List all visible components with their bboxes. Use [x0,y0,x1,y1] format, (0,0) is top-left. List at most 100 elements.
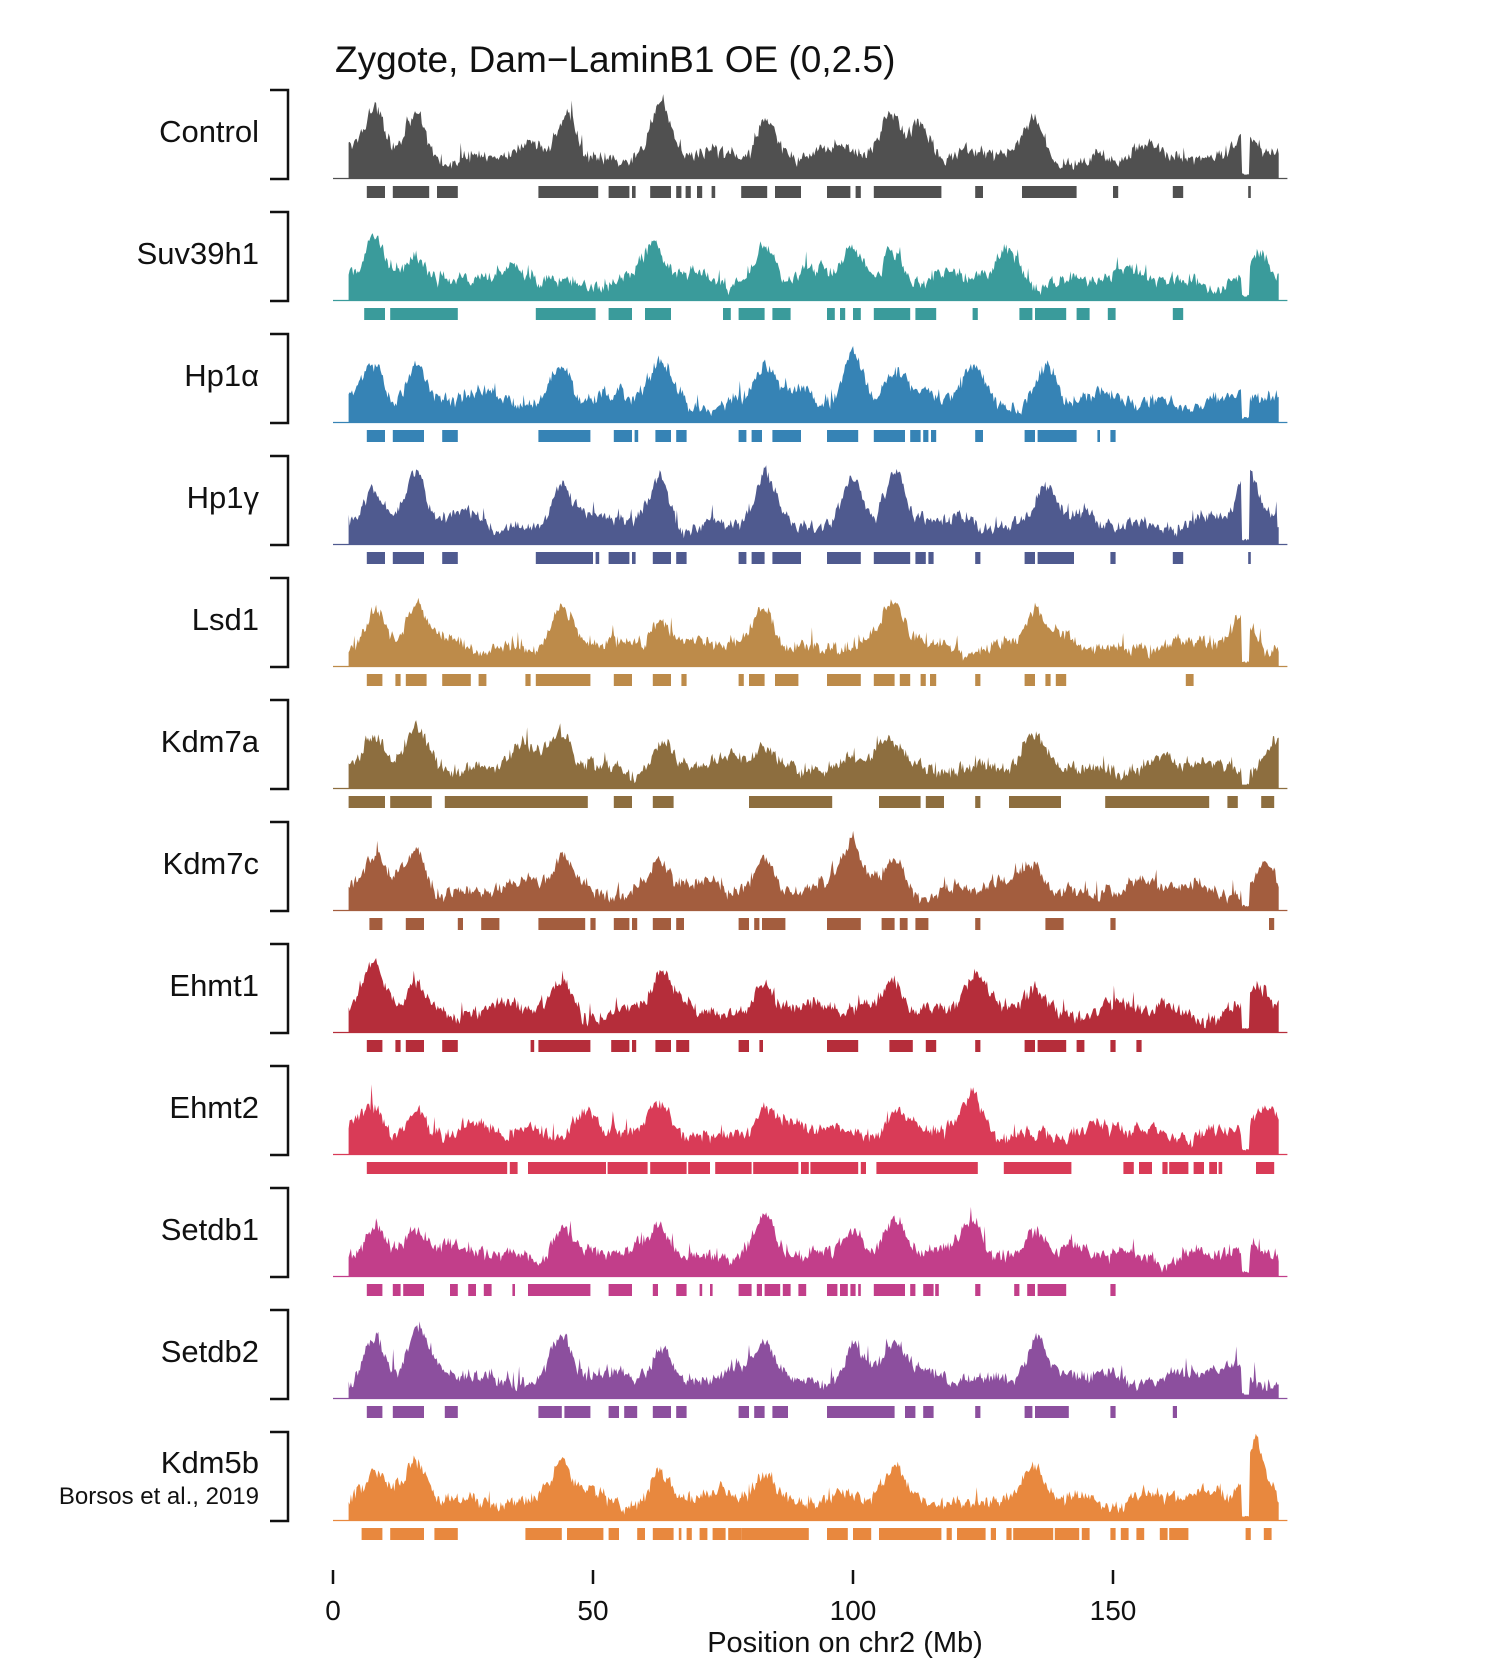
domain-bar [975,186,983,198]
domain-bar [608,552,630,564]
domain-bar [935,1284,939,1296]
track-1: Control [159,88,1288,198]
signal-area [348,233,1279,300]
domain-bar [364,308,385,320]
domain-bar [632,918,638,930]
track-bracket [270,1186,290,1279]
domain-bar [481,918,500,930]
domain-bar [595,552,600,564]
domain-bar [754,1406,765,1418]
domain-bar [1209,1162,1217,1174]
domain-bar [650,186,671,198]
domain-bar [685,186,691,198]
domain-bar [957,1528,986,1540]
domain-bar [1035,308,1067,320]
track-bracket [270,1430,290,1523]
domain-bar [1172,308,1184,320]
signal-area [348,830,1279,910]
domain-bar [390,308,458,320]
domain-bar [1035,1406,1069,1418]
domain-bar [1037,552,1074,564]
track-label: Suv39h1 [137,236,259,271]
domain-bar [348,796,385,808]
track-2: Suv39h1 [137,210,1288,320]
domain-bar [972,308,978,320]
domain-bars [366,1284,1116,1296]
track-bracket [270,576,290,669]
domain-bar [975,796,981,808]
track-bracket [270,88,290,181]
domain-bar [392,1284,401,1296]
domain-bar [1136,1040,1142,1052]
domain-bars [366,186,1251,198]
x-tick-label: 100 [830,1595,877,1626]
domain-bar [738,552,747,564]
track-3: Hp1α [184,332,1288,442]
track-label: Setdb1 [161,1212,259,1247]
domain-bar [775,674,799,686]
track-bracket [270,332,290,425]
domain-bar [564,1406,591,1418]
domain-bar [530,1040,535,1052]
track-bracket [270,942,290,1035]
track-4: Hp1γ [187,454,1288,564]
domain-bar [711,186,716,198]
x-tick-label: 50 [577,1595,608,1626]
track-label: Lsd1 [192,602,259,637]
domain-bar [905,1406,916,1418]
domain-bar [855,186,861,198]
domain-bar [1076,1040,1085,1052]
domain-bar [975,430,983,442]
domain-bar [1159,1528,1168,1540]
track-bracket [270,698,290,791]
domain-bar [611,1040,630,1052]
domain-bar [738,430,747,442]
domain-bar [1055,674,1067,686]
domain-bar [535,308,596,320]
domain-bar [1110,1406,1116,1418]
domain-bar [1185,674,1194,686]
domain-bar [772,552,801,564]
track-bracket [270,1308,290,1401]
domain-bar [1024,1406,1033,1418]
domain-bar [652,796,674,808]
domain-bar [676,552,687,564]
domain-bar [676,430,687,442]
domain-bar [678,1528,682,1540]
domain-bar [369,918,383,930]
domain-bar [1105,796,1210,808]
domain-bar [608,1284,632,1296]
domain-bars [364,308,1184,320]
domain-bar [442,430,458,442]
domain-bar [873,1284,905,1296]
domain-bar [652,1406,671,1418]
domain-bar [390,796,432,808]
domain-bars [348,796,1275,808]
domain-bar [652,552,671,564]
signal-area [348,720,1279,788]
domain-bar [1009,796,1061,808]
domain-bar [1037,430,1077,442]
domain-bar [1013,1528,1054,1540]
domain-bar [879,1528,942,1540]
domain-bar [1024,430,1035,442]
domain-bar [457,918,463,930]
domain-bar [772,430,801,442]
domain-bar [655,430,671,442]
track-bracket [270,1064,290,1157]
domain-bar [759,1040,763,1052]
domain-bar [509,1162,518,1174]
track-label: Ehmt1 [169,968,259,1003]
domain-bar [928,552,934,564]
domain-bar [1172,552,1184,564]
domain-bar [478,674,487,686]
domain-bar [1037,1284,1067,1296]
domain-bar [923,1284,934,1296]
domain-bar [879,796,921,808]
domain-bar [827,430,859,442]
domain-bar [915,308,937,320]
domain-bar [1263,1528,1272,1540]
track-label: Setdb2 [161,1334,259,1369]
domain-bar [535,552,593,564]
domain-bar [1107,308,1116,320]
